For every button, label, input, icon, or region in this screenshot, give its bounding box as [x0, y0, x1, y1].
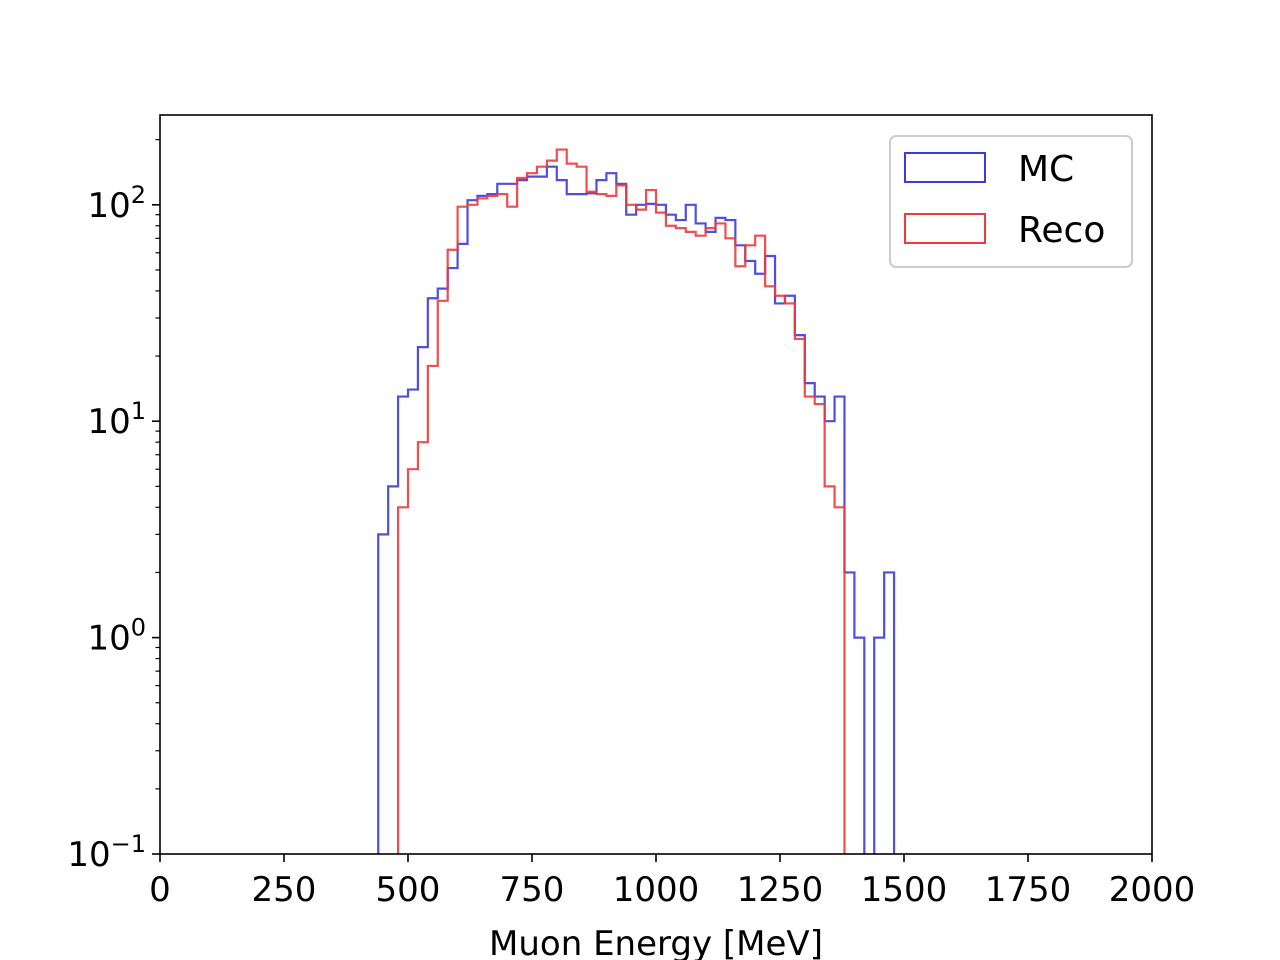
x-tick-label: 500 [376, 870, 441, 910]
series-layer [377, 148, 896, 854]
x-tick-label: 0 [149, 870, 171, 910]
y-axis: 10−1 100 101 102 [67, 181, 160, 875]
x-tick-label: 1500 [861, 870, 948, 910]
legend-frame [889, 135, 1133, 268]
legend-label-reco: Reco [1018, 210, 1105, 251]
x-tick-label: 2000 [1109, 870, 1196, 910]
x-tick-label: 1750 [985, 870, 1072, 910]
legend-label-mc: MC [1018, 149, 1074, 190]
x-tick-label: 1000 [613, 870, 700, 910]
y-tick-label: 101 [87, 397, 146, 442]
x-tick-label: 750 [500, 870, 565, 910]
y-tick-label: 10−1 [67, 830, 146, 875]
x-tick-label: 250 [252, 870, 317, 910]
x-tick-label: 1250 [737, 870, 824, 910]
y-tick-label: 100 [87, 614, 146, 659]
x-axis: 0 250 500 750 1000 1250 1500 1750 2000 [149, 854, 1195, 910]
legend-swatch-mc [904, 152, 986, 183]
y-axis-minor-ticks [155, 139, 160, 790]
x-axis-label: Muon Energy [MeV] [489, 924, 823, 960]
legend-swatch-reco [904, 213, 986, 244]
y-tick-label: 102 [87, 181, 146, 226]
legend: MC Reco [889, 135, 1133, 268]
series-reco-step [396, 148, 846, 854]
